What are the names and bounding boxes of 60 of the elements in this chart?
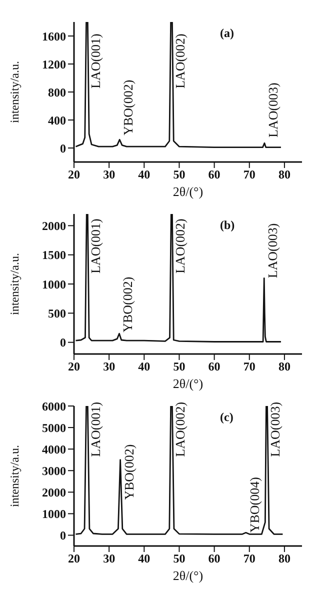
x-tick-label: 80: [278, 168, 290, 182]
x-axis-title: 2θ/(°): [172, 184, 204, 199]
x-tick-label: 70: [243, 168, 256, 182]
annotation: LAO(002): [172, 34, 188, 88]
y-tick-label: 2000: [42, 485, 66, 500]
y-tick-label: 5000: [42, 420, 66, 435]
y-tick-label: 1500: [42, 248, 66, 262]
y-tick-label: 1600: [42, 29, 66, 44]
annotation: LAO(003): [265, 82, 280, 138]
annotation: YBO(002): [120, 80, 136, 136]
annotation: YBO(002): [120, 276, 136, 332]
x-tick-label: 20: [68, 360, 80, 374]
y-tick-label: 1000: [42, 277, 66, 292]
y-tick-label: 3000: [42, 464, 66, 478]
y-tick-label: 400: [48, 113, 66, 128]
x-tick-label: 30: [103, 360, 116, 374]
y-axis-title: intensity/a.u.: [7, 253, 22, 315]
annotation: LAO(003): [268, 402, 283, 457]
x-tick-label: 50: [173, 552, 186, 566]
x-tick-label: 80: [278, 552, 290, 566]
x-tick-label: 80: [278, 360, 290, 374]
x-tick-label: 40: [138, 168, 150, 182]
annotation: LAO(003): [265, 223, 280, 278]
y-axis-title: intensity/a.u.: [7, 61, 22, 123]
annotation: (b): [220, 218, 235, 233]
annotation: YBO(004): [246, 477, 262, 533]
annotation: LAO(002): [172, 218, 188, 274]
annotation: (c): [220, 410, 234, 425]
x-tick-label: 50: [173, 360, 186, 374]
y-tick-label: 0: [60, 528, 66, 542]
x-tick-label: 40: [138, 552, 150, 566]
y-tick-label: 1200: [42, 57, 66, 72]
x-tick-label: 20: [68, 552, 80, 566]
y-tick-label: 0: [60, 141, 66, 156]
annotation: YBO(002): [121, 444, 136, 500]
x-tick-label: 20: [68, 168, 80, 182]
x-tick-label: 50: [173, 168, 186, 182]
x-tick-label: 30: [103, 552, 116, 566]
x-axis-title: 2θ/(°): [172, 568, 204, 583]
y-tick-label: 1000: [42, 506, 66, 521]
x-tick-label: 40: [138, 360, 150, 374]
y-tick-label: 800: [48, 85, 66, 100]
x-axis-title: 2θ/(°): [172, 376, 204, 391]
x-tick-label: 70: [243, 360, 256, 374]
y-tick-label: 4000: [42, 442, 66, 456]
annotation: LAO(001): [88, 402, 103, 457]
y-tick-label: 0: [60, 336, 66, 350]
x-tick-label: 30: [103, 168, 116, 182]
y-tick-label: 2000: [42, 218, 66, 233]
annotation: LAO(002): [172, 402, 188, 457]
x-tick-label: 70: [243, 552, 256, 566]
y-tick-label: 500: [48, 306, 66, 320]
annotation: LAO(001): [88, 218, 103, 274]
annotation: LAO(001): [88, 34, 103, 88]
y-axis-title: intensity/a.u.: [7, 445, 22, 507]
x-tick-label: 60: [208, 168, 220, 182]
annotation: (a): [220, 26, 234, 41]
x-tick-label: 60: [208, 360, 220, 374]
x-tick-label: 60: [208, 552, 220, 566]
y-tick-label: 6000: [42, 399, 66, 414]
